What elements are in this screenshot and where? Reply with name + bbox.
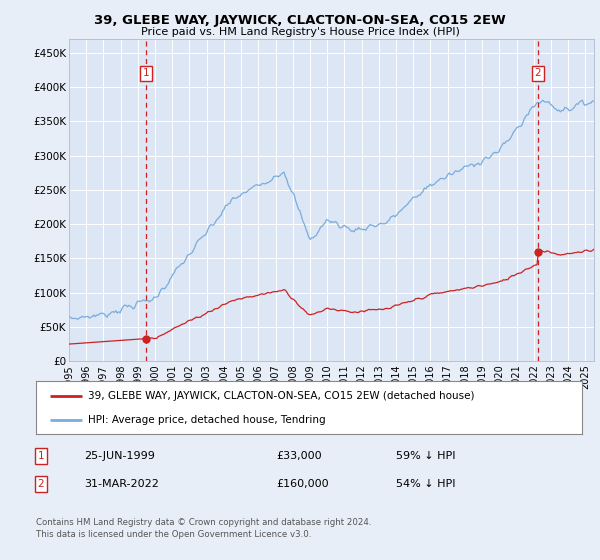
Text: 2: 2	[37, 479, 44, 489]
Text: 25-JUN-1999: 25-JUN-1999	[84, 451, 155, 461]
Text: Price paid vs. HM Land Registry's House Price Index (HPI): Price paid vs. HM Land Registry's House …	[140, 27, 460, 37]
Text: 54% ↓ HPI: 54% ↓ HPI	[396, 479, 455, 489]
Text: 31-MAR-2022: 31-MAR-2022	[84, 479, 159, 489]
Text: 59% ↓ HPI: 59% ↓ HPI	[396, 451, 455, 461]
Text: 2: 2	[535, 68, 541, 78]
Text: £33,000: £33,000	[276, 451, 322, 461]
Text: Contains HM Land Registry data © Crown copyright and database right 2024.
This d: Contains HM Land Registry data © Crown c…	[36, 518, 371, 539]
Text: 39, GLEBE WAY, JAYWICK, CLACTON-ON-SEA, CO15 2EW: 39, GLEBE WAY, JAYWICK, CLACTON-ON-SEA, …	[94, 14, 506, 27]
Text: HPI: Average price, detached house, Tendring: HPI: Average price, detached house, Tend…	[88, 415, 325, 425]
Text: 39, GLEBE WAY, JAYWICK, CLACTON-ON-SEA, CO15 2EW (detached house): 39, GLEBE WAY, JAYWICK, CLACTON-ON-SEA, …	[88, 391, 475, 401]
Text: £160,000: £160,000	[276, 479, 329, 489]
Text: 1: 1	[37, 451, 44, 461]
Text: 1: 1	[143, 68, 149, 78]
